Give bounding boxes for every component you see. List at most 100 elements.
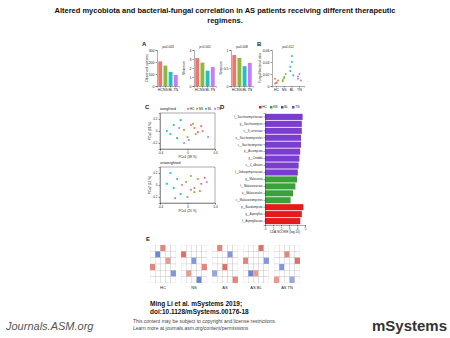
notice: Learn more at journals.asm.org/content/p… [133, 325, 249, 331]
plot-area [212, 245, 238, 283]
tick: TN [210, 86, 215, 92]
tick-label: 0 [153, 85, 155, 89]
y-axis: -0.200.2 [152, 168, 160, 204]
citation: doi:10.1128/mSystems.00176-18 [150, 308, 249, 316]
tick-label: 1 [190, 76, 192, 80]
tick-mark [193, 77, 195, 78]
tick: 1 [227, 49, 231, 53]
point [291, 55, 293, 57]
cell [222, 270, 227, 276]
tick: o__Saccharomycetales [236, 136, 265, 140]
y-axis: 00.020.040.06 [263, 49, 273, 89]
cell [233, 258, 238, 264]
plot-area [158, 61, 177, 86]
cell [150, 264, 155, 270]
point [283, 77, 285, 79]
tick-mark [264, 200, 266, 201]
point [285, 73, 287, 75]
point [289, 70, 291, 72]
annotation: p=0.012 [282, 45, 294, 49]
cell [171, 264, 176, 270]
cell [274, 270, 279, 276]
cell [160, 258, 165, 264]
tick-label: BL [168, 88, 172, 92]
point [183, 142, 185, 144]
bar [265, 190, 293, 196]
tick-label: 0.5 [224, 67, 229, 71]
legend-label: BL [284, 105, 288, 109]
tick: 0 [156, 129, 160, 133]
tick-label: 0.06 [263, 49, 270, 53]
tick-label: 100 [149, 73, 155, 77]
x-axis: HCNSBLTN [195, 86, 217, 92]
cell [197, 258, 202, 264]
cell [259, 258, 264, 264]
plot-area [195, 58, 214, 86]
cell [186, 264, 191, 270]
cell [228, 251, 233, 257]
cell [191, 277, 196, 283]
point [204, 177, 206, 179]
tick-mark [193, 50, 195, 51]
point [289, 66, 291, 68]
cell [150, 258, 155, 264]
legend-swatch [187, 108, 189, 110]
tick: o__Malasseziales [242, 191, 265, 195]
tick: 1 [190, 76, 194, 80]
cell [150, 277, 155, 283]
cell [166, 277, 171, 283]
bar [265, 197, 291, 203]
cell [186, 277, 191, 283]
legend-swatch [205, 108, 207, 110]
journal-logo: mSystems [372, 317, 447, 334]
bar [265, 114, 303, 120]
tick: BL [168, 86, 172, 92]
tick-mark [264, 165, 266, 166]
legend-swatch [214, 108, 216, 110]
point [300, 80, 302, 82]
tick-label: TN [210, 88, 215, 92]
bar [169, 72, 173, 86]
cell [150, 270, 155, 276]
tick: 0.02 [263, 73, 272, 77]
tick-label: 300 [149, 49, 155, 53]
tick: 0.2 [153, 171, 160, 175]
tick: g__Saccharomyces [240, 122, 265, 126]
bar [265, 156, 299, 162]
y-axis-line [159, 114, 161, 150]
tick: 0 [187, 149, 189, 155]
tick: 0 [153, 85, 157, 89]
tick-mark [159, 143, 161, 144]
cell [248, 258, 253, 264]
cell [181, 251, 186, 257]
point [195, 133, 197, 135]
y-axis-title: PCo2 (12 %) [148, 176, 152, 194]
tick-label: TN [297, 88, 302, 92]
point [297, 75, 299, 77]
bar [265, 128, 302, 134]
bar [158, 61, 162, 86]
cell [197, 251, 202, 257]
point [193, 127, 195, 129]
tick: p__Ascomycota [244, 149, 265, 153]
cell [160, 277, 165, 283]
tick: HC [274, 86, 280, 92]
tick-mark [193, 86, 195, 87]
point [166, 183, 168, 185]
chart-title: AS BL [250, 285, 262, 290]
legend-label: HC [190, 107, 195, 111]
tick-label: f__Saccharomycetaceae [234, 115, 263, 119]
y-axis-line [193, 51, 195, 87]
cell [228, 245, 233, 251]
cell [155, 277, 160, 283]
tick: c__Saccharomycetes [238, 143, 265, 147]
tick-mark [193, 68, 195, 69]
cell [181, 264, 186, 270]
tick: 0.5 [224, 67, 231, 71]
cell [253, 277, 258, 283]
cell [222, 264, 227, 270]
cell [202, 270, 207, 276]
point [276, 81, 278, 83]
cell [181, 270, 186, 276]
point [178, 127, 180, 129]
